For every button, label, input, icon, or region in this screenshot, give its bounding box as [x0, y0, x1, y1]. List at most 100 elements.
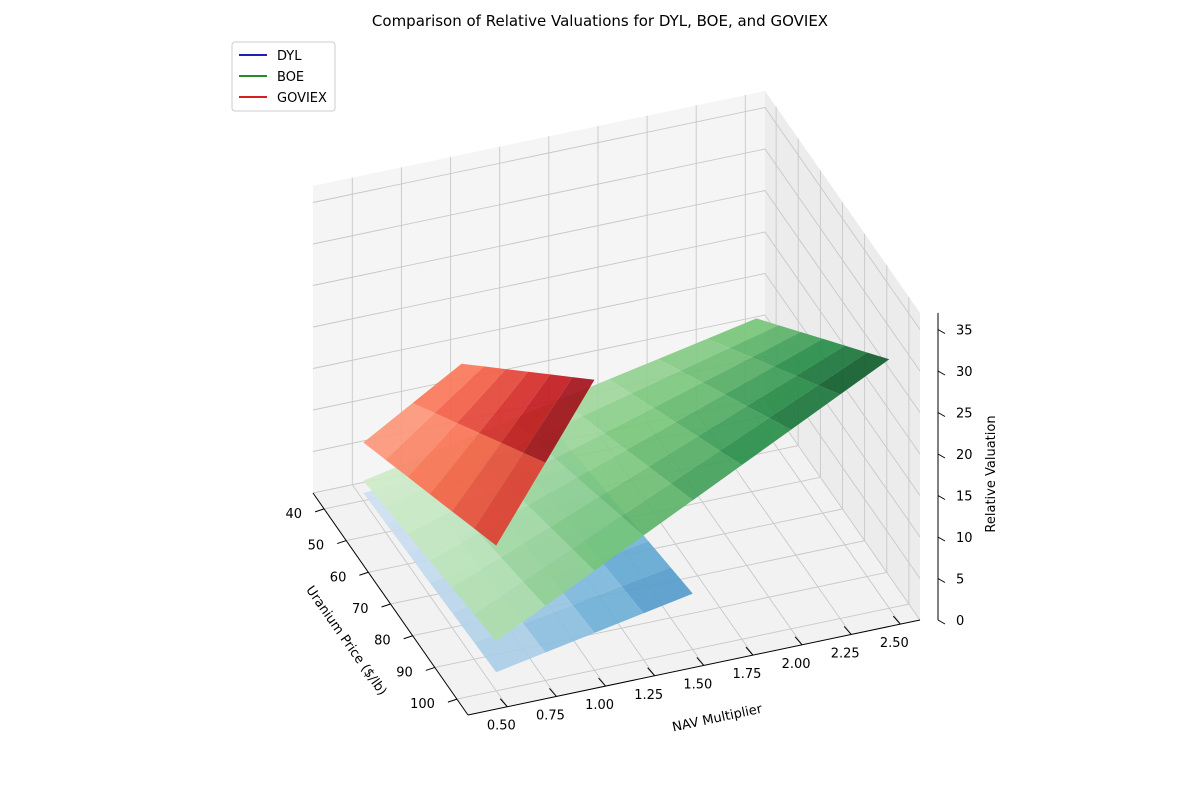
surface-patch-boe — [658, 338, 730, 371]
z-tick — [937, 578, 946, 583]
surface-patch-dyl — [621, 567, 693, 614]
surface-patch-goviex — [412, 363, 484, 413]
surface-patch-boe — [724, 366, 796, 407]
y-tick-label: 2.25 — [831, 646, 860, 661]
surface-patch-boe — [474, 581, 546, 642]
z-tick — [937, 619, 946, 625]
z-tick — [937, 495, 946, 500]
surface-patch-boe — [675, 394, 747, 437]
y-tick — [794, 636, 803, 646]
surface-patch-goviex — [456, 369, 529, 433]
legend-box — [231, 41, 336, 112]
surface-patch-dyl — [599, 541, 671, 587]
surface-patch-boe — [523, 548, 595, 606]
y-tick-label: 2.50 — [880, 636, 909, 651]
z-tick-label: 15 — [956, 490, 973, 505]
legend-label: BOE — [277, 70, 304, 85]
y-tick-label: 1.75 — [732, 667, 761, 682]
surface-patch-boe — [582, 393, 654, 434]
grid-line-z — [312, 231, 921, 455]
surface-patch-boe — [626, 422, 698, 467]
y-tick — [499, 698, 508, 708]
z-tick — [937, 329, 946, 334]
surface-patch-goviex — [451, 442, 524, 529]
surface-patch-goviex — [363, 403, 435, 460]
x-tick-label: 50 — [308, 539, 325, 554]
y-tick — [598, 677, 606, 687]
z-tick-label: 0 — [956, 614, 964, 629]
surface-patch-boe — [768, 385, 841, 430]
surface-patch-boe — [795, 345, 868, 386]
surface-patch-boe — [621, 483, 693, 536]
surface-patch-boe — [707, 318, 779, 348]
x-tick-label: 60 — [330, 570, 347, 585]
legend-label: DYL — [277, 49, 302, 64]
surface-patch-boe — [719, 417, 791, 465]
y-axis-label: NAV Multiplier — [671, 702, 764, 736]
y-tick-label: 1.00 — [585, 698, 614, 713]
surface-patch-goviex — [523, 377, 595, 463]
x-tick-label: 80 — [374, 634, 391, 649]
z-tick-label: 5 — [956, 573, 964, 588]
y-tick — [647, 667, 656, 677]
x-tick — [447, 698, 458, 703]
surface-patch-boe — [501, 527, 573, 582]
x-tick-label: 70 — [352, 602, 369, 617]
surface-patch-goviex — [434, 366, 506, 423]
z-axis-label: Relative Valuation — [984, 415, 999, 532]
surface-patch-boe — [746, 375, 818, 418]
z-tick-label: 25 — [956, 407, 973, 422]
z-tick — [937, 370, 946, 376]
grid-line-z — [312, 106, 921, 330]
x-tick-label: 100 — [410, 697, 435, 712]
x-tick — [359, 571, 369, 576]
x-tick — [403, 635, 413, 640]
surface-patch-goviex — [385, 413, 457, 477]
z-tick-label: 20 — [956, 448, 973, 463]
surface-patch-boe — [599, 466, 671, 517]
surface-patch-goviex — [474, 452, 546, 546]
surface-patch-boe — [818, 352, 890, 395]
y-tick — [549, 688, 557, 697]
x-tick — [381, 603, 391, 608]
surface-patch-goviex — [501, 374, 573, 453]
surfaces — [363, 318, 890, 673]
surface-patch-boe — [577, 449, 649, 497]
chart-title: Comparison of Relative Valuations for DY… — [372, 12, 828, 30]
surface-patch-boe — [550, 496, 622, 549]
z-tick-label: 35 — [956, 324, 973, 339]
y-tick-label: 0.50 — [487, 719, 516, 734]
surface-patch-goviex — [429, 432, 502, 512]
surface-patch-boe — [555, 433, 627, 478]
z-tick-label: 30 — [956, 365, 973, 380]
surface-patch-boe — [407, 508, 479, 561]
surface-patch-boe — [631, 370, 703, 408]
grid-line-z — [312, 148, 921, 372]
z-tick — [937, 536, 946, 542]
surface-patch-boe — [697, 406, 769, 451]
surface-patch-goviex — [407, 423, 479, 495]
y-tick-label: 2.00 — [782, 657, 811, 672]
surface-patch-boe — [773, 338, 845, 376]
surface-patch-boe — [670, 450, 742, 501]
legend: DYL BOE GOVIEX — [231, 41, 336, 112]
surface-patch-boe — [429, 533, 502, 588]
x-tick — [337, 540, 347, 545]
legend-label: GOVIEX — [277, 91, 327, 106]
z-tick — [937, 412, 946, 417]
x-tick — [314, 508, 325, 513]
surface-patch-goviex — [478, 371, 551, 443]
grid-line-z — [312, 189, 921, 413]
surface-patch-boe — [729, 325, 801, 358]
y-tick — [696, 657, 705, 666]
surface-patch-dyl — [572, 586, 644, 633]
surface-patch-dyl — [523, 604, 595, 653]
surface-patch-boe — [609, 359, 681, 394]
z-tick — [937, 453, 946, 459]
z-tick-label: 10 — [956, 531, 973, 546]
surface-patch-boe — [751, 332, 823, 367]
grid-line-z — [312, 272, 921, 496]
y-tick — [892, 615, 901, 625]
y-tick — [745, 646, 754, 656]
surface-patch-boe — [653, 382, 725, 423]
